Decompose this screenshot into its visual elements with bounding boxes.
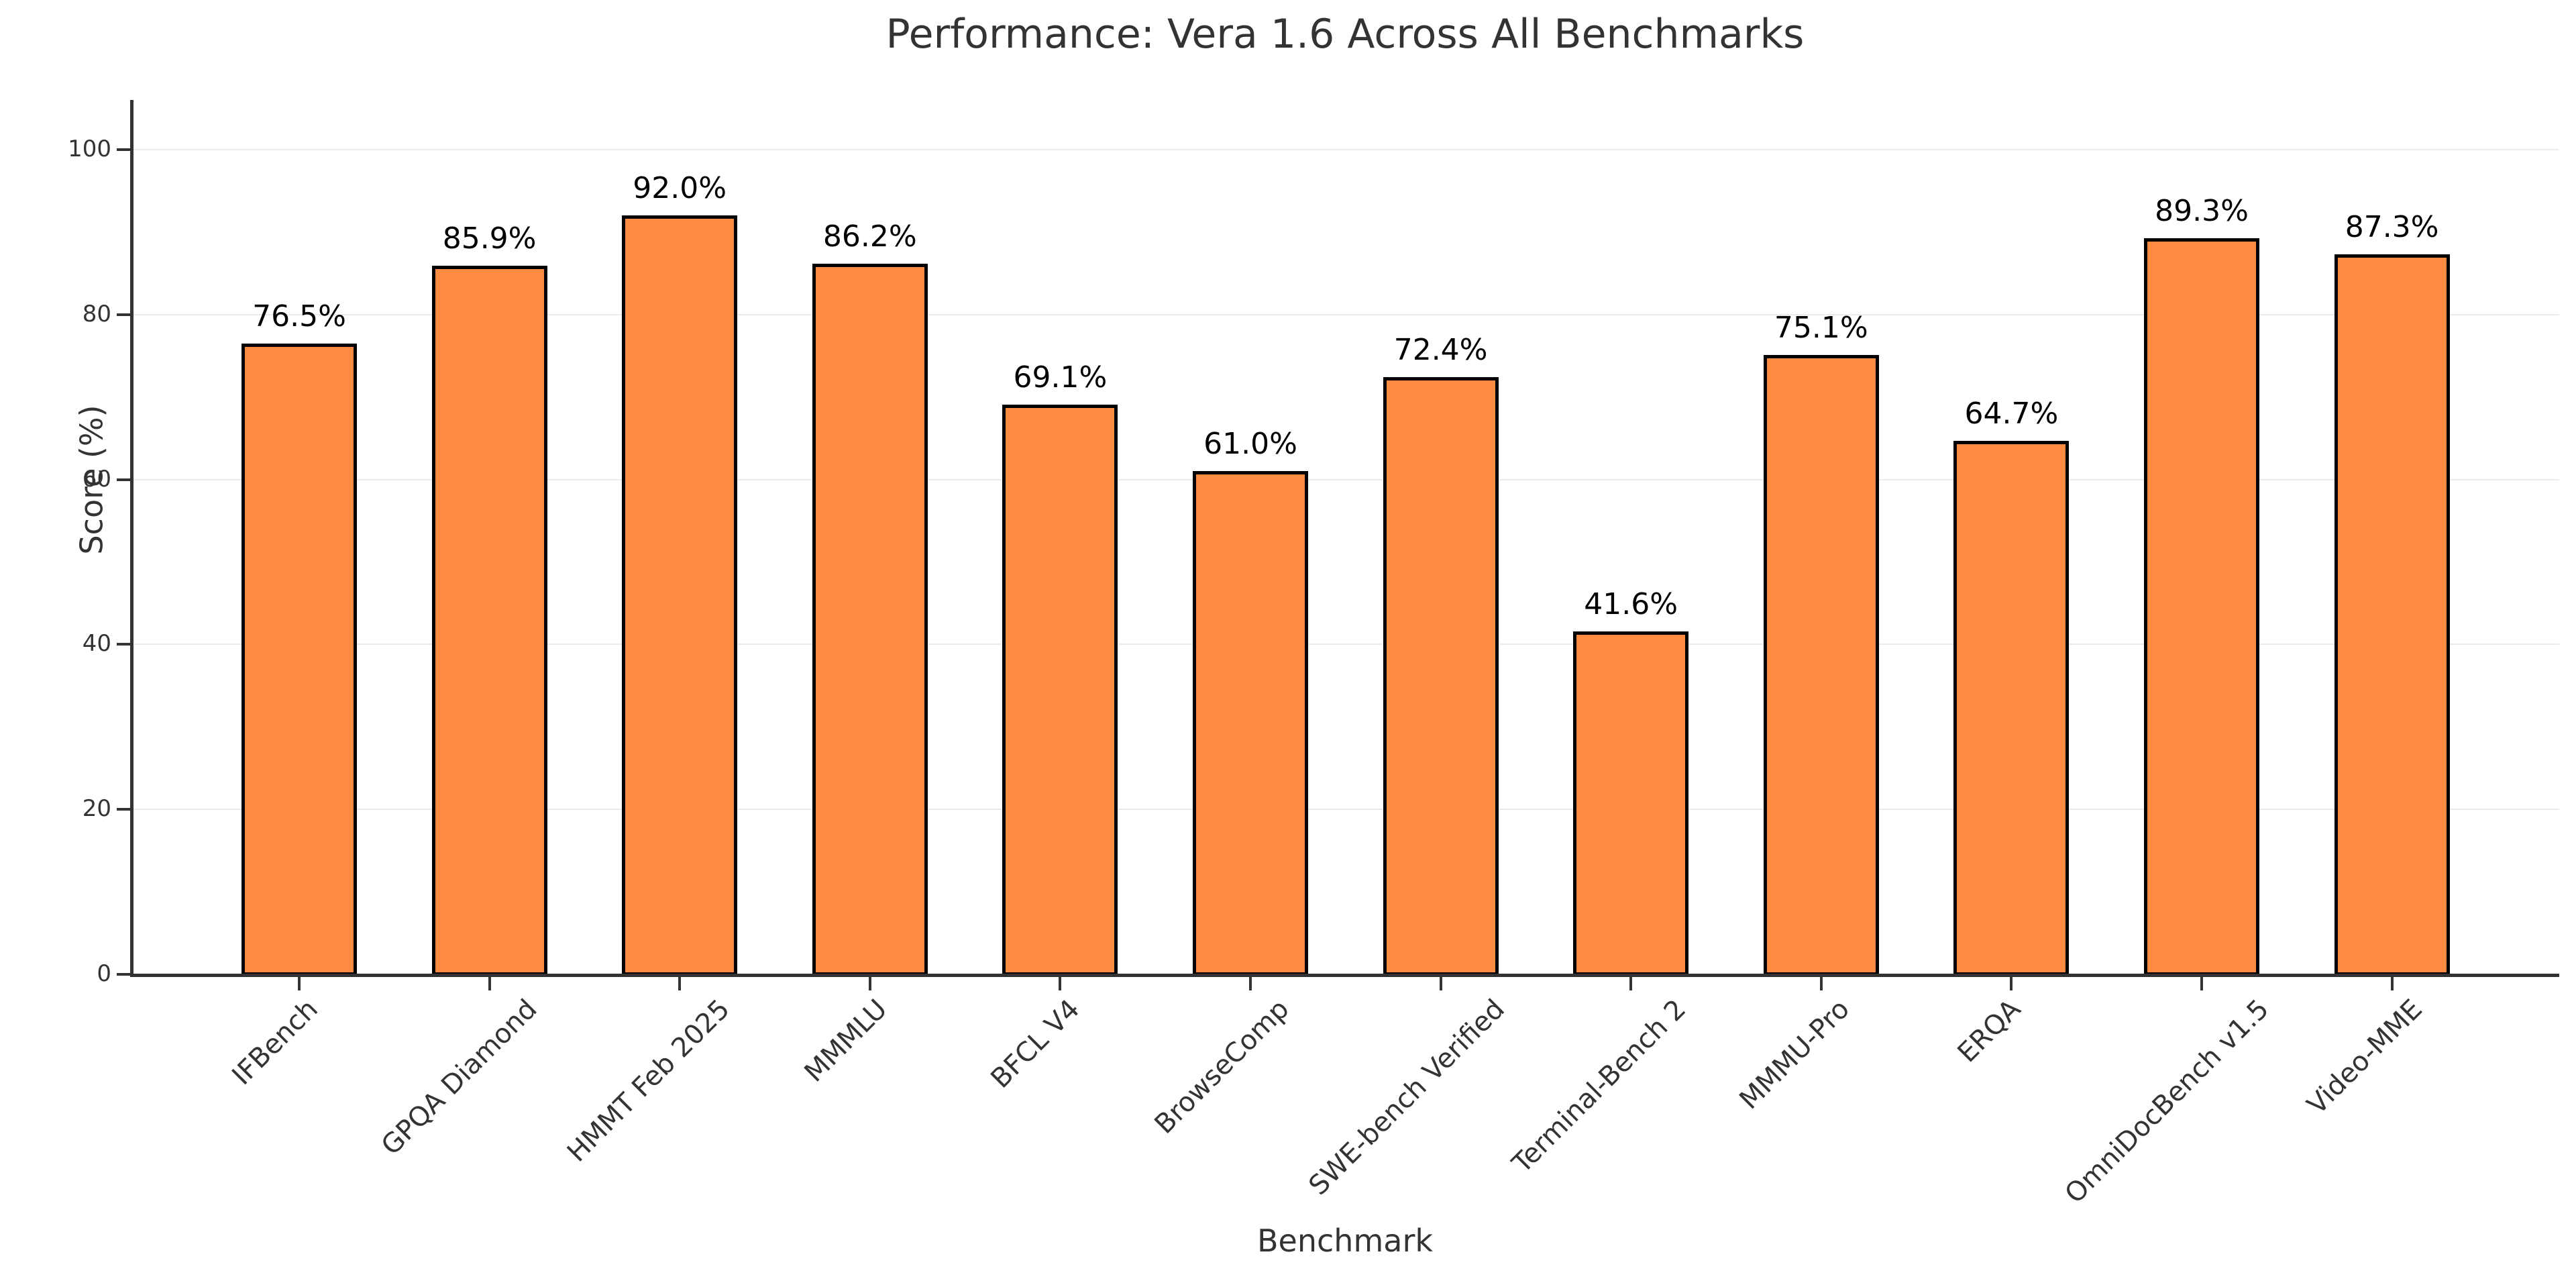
gridline xyxy=(133,313,2559,315)
bar xyxy=(812,263,928,976)
bar-value-label: 69.1% xyxy=(1013,360,1108,395)
bar xyxy=(2334,254,2450,976)
bar-value-label: 92.0% xyxy=(633,171,727,206)
x-tick xyxy=(868,976,871,990)
y-axis-line xyxy=(130,100,133,976)
y-tick xyxy=(117,808,131,811)
x-tick-label: Terminal-Bench 2 xyxy=(1506,993,1692,1180)
bar xyxy=(1383,377,1499,976)
bar-value-label: 72.4% xyxy=(1393,333,1488,368)
bar-value-label: 75.1% xyxy=(1774,311,1868,346)
bar-value-label: 76.5% xyxy=(252,299,346,334)
x-tick xyxy=(1249,976,1252,990)
bar xyxy=(1002,404,1118,976)
x-tick xyxy=(488,976,491,990)
y-tick-label: 0 xyxy=(97,960,111,987)
x-tick-label: SWE-bench Verified xyxy=(1303,993,1511,1202)
x-tick-label: HMMT Feb 2025 xyxy=(561,993,737,1168)
bar-value-label: 41.6% xyxy=(1584,586,1678,621)
bar xyxy=(1193,471,1308,976)
x-tick xyxy=(2390,976,2394,990)
x-axis-line xyxy=(130,974,2559,977)
gridline xyxy=(133,644,2559,646)
y-tick xyxy=(117,313,131,316)
y-axis-title: Score (%) xyxy=(73,405,110,555)
y-tick xyxy=(117,973,131,976)
bar xyxy=(1763,355,1879,976)
bar xyxy=(1573,631,1689,976)
x-tick xyxy=(1059,976,1062,990)
bar xyxy=(2144,238,2259,976)
y-tick xyxy=(117,478,131,481)
x-tick-label: MMMLU xyxy=(798,993,894,1088)
x-tick xyxy=(1819,976,1823,990)
bar xyxy=(431,266,547,976)
x-tick xyxy=(298,976,301,990)
x-axis-title: Benchmark xyxy=(1256,1223,1433,1259)
x-tick-label: ERQA xyxy=(1951,993,2027,1069)
bar-value-label: 89.3% xyxy=(2155,193,2249,228)
x-tick xyxy=(2200,976,2203,990)
bar xyxy=(1953,440,2070,976)
x-tick-label: IFBench xyxy=(226,993,324,1092)
bar-value-label: 86.2% xyxy=(822,219,917,254)
y-tick xyxy=(117,643,131,646)
bar xyxy=(622,215,738,976)
gridline xyxy=(133,149,2559,150)
y-tick-label: 80 xyxy=(82,300,111,327)
y-tick-label: 20 xyxy=(82,795,111,823)
bar xyxy=(241,343,357,976)
x-tick xyxy=(1629,976,1633,990)
bar-value-label: 85.9% xyxy=(442,221,537,256)
x-tick-label: BrowseComp xyxy=(1148,993,1295,1140)
x-tick xyxy=(1439,976,1442,990)
x-tick-label: Video-MME xyxy=(2302,993,2429,1121)
x-tick-label: BFCL V4 xyxy=(985,993,1086,1094)
x-tick xyxy=(2010,976,2013,990)
y-tick-label: 100 xyxy=(68,136,111,162)
y-tick xyxy=(117,148,131,151)
x-tick-label: MMMU-Pro xyxy=(1733,993,1856,1116)
bar-value-label: 61.0% xyxy=(1203,427,1297,462)
gridline xyxy=(133,478,2559,480)
y-tick-label: 40 xyxy=(82,630,111,658)
x-tick xyxy=(678,976,682,990)
x-tick-label: OmniDocBench v1.5 xyxy=(2059,993,2275,1210)
x-tick-label: GPQA Diamond xyxy=(375,993,543,1162)
bar-value-label: 64.7% xyxy=(1964,396,2059,431)
bar-value-label: 87.3% xyxy=(2345,210,2439,245)
chart-title: Performance: Vera 1.6 Across All Benchma… xyxy=(885,11,1805,58)
y-tick-label: 60 xyxy=(82,465,111,493)
gridline xyxy=(133,809,2559,811)
